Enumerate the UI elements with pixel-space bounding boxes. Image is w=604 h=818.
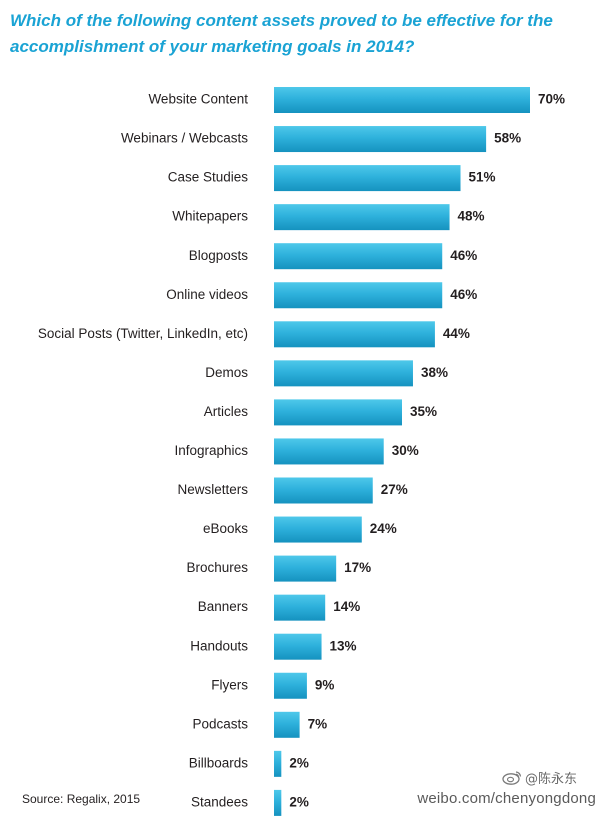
category-label: eBooks xyxy=(203,521,248,536)
value-label: 14% xyxy=(333,599,360,614)
bar xyxy=(274,204,450,231)
weibo-icon xyxy=(502,771,522,785)
value-label: 13% xyxy=(330,638,357,653)
category-label: Online videos xyxy=(166,287,248,302)
category-label: Webinars / Webcasts xyxy=(121,131,248,146)
source-note: Source: Regalix, 2015 xyxy=(22,792,141,806)
bar xyxy=(274,282,443,309)
category-label: Billboards xyxy=(189,755,249,770)
value-label: 27% xyxy=(381,482,408,497)
bars-layer: Website Content 70% Webinars / Webcasts 58%… xyxy=(38,87,565,816)
bar xyxy=(274,594,326,621)
bar xyxy=(274,399,402,426)
bar-row: Website Content 70% xyxy=(148,87,565,113)
category-label: Podcasts xyxy=(192,716,248,731)
watermark-url: weibo.com/chenyongdong xyxy=(417,790,596,807)
value-label: 2% xyxy=(289,755,309,770)
value-label: 58% xyxy=(494,131,521,146)
bar xyxy=(274,126,487,153)
value-label: 48% xyxy=(458,209,485,224)
bar xyxy=(274,516,362,543)
value-label: 2% xyxy=(289,794,309,809)
bar-row: Newsletters 27% xyxy=(177,477,408,504)
bar-row: Case Studies 51% xyxy=(168,165,496,192)
bar-row: Brochures 17% xyxy=(186,555,371,582)
value-label: 44% xyxy=(443,326,470,341)
category-label: Flyers xyxy=(211,677,248,692)
bar-row: eBooks 24% xyxy=(203,516,397,543)
value-label: 46% xyxy=(450,287,477,302)
category-label: Articles xyxy=(204,404,249,419)
watermark-handle-text: @陈永东 xyxy=(525,772,578,787)
category-label: Demos xyxy=(205,365,248,380)
value-label: 30% xyxy=(392,443,419,458)
bar-row: Online videos 46% xyxy=(166,282,477,309)
value-label: 46% xyxy=(450,248,477,263)
category-label: Website Content xyxy=(148,92,248,107)
value-label: 9% xyxy=(315,677,335,692)
category-label: Brochures xyxy=(186,560,248,575)
bar xyxy=(274,789,282,816)
bar xyxy=(274,555,337,582)
bar xyxy=(274,477,373,504)
bar-row: Articles 35% xyxy=(204,399,437,426)
bar-row: Social Posts (Twitter, LinkedIn, etc) 44% xyxy=(38,321,470,348)
value-label: 51% xyxy=(469,170,496,185)
category-label: Whitepapers xyxy=(172,209,248,224)
chart-title: Which of the following content assets pr… xyxy=(10,11,553,56)
value-label: 24% xyxy=(370,521,397,536)
value-label: 38% xyxy=(421,365,448,380)
category-label: Blogposts xyxy=(189,248,249,263)
bar-row: Flyers 9% xyxy=(211,672,335,699)
bar xyxy=(274,87,530,113)
category-label: Banners xyxy=(198,599,249,614)
bar xyxy=(274,672,307,699)
value-label: 70% xyxy=(538,92,565,107)
category-label: Case Studies xyxy=(168,170,249,185)
bar-row: Whitepapers 48% xyxy=(172,204,485,231)
bar xyxy=(274,750,282,777)
bar-row: Handouts 13% xyxy=(190,633,357,660)
bar xyxy=(274,165,461,192)
watermark-handle: @陈永东 xyxy=(502,768,577,787)
category-label: Newsletters xyxy=(177,482,248,497)
bar-row: Banners 14% xyxy=(198,594,360,621)
bar xyxy=(274,321,435,348)
bar xyxy=(274,633,322,660)
value-label: 7% xyxy=(308,716,328,731)
category-label: Social Posts (Twitter, LinkedIn, etc) xyxy=(38,326,248,341)
bar-row: Standees 2% xyxy=(191,789,309,816)
value-label: 17% xyxy=(344,560,371,575)
bar xyxy=(274,360,413,387)
bar-row: Infographics 30% xyxy=(174,438,419,465)
bar xyxy=(274,438,384,465)
bar xyxy=(274,711,300,738)
bar xyxy=(274,243,443,270)
value-label: 35% xyxy=(410,404,437,419)
bar-row: Webinars / Webcasts 58% xyxy=(121,126,521,153)
bar-row: Podcasts 7% xyxy=(192,711,328,738)
bar-row: Billboards 2% xyxy=(189,750,309,777)
category-label: Handouts xyxy=(190,638,248,653)
bar-row: Blogposts 46% xyxy=(189,243,477,270)
bar-row: Demos 38% xyxy=(205,360,448,387)
category-label: Infographics xyxy=(174,443,248,458)
category-label: Standees xyxy=(191,794,248,809)
